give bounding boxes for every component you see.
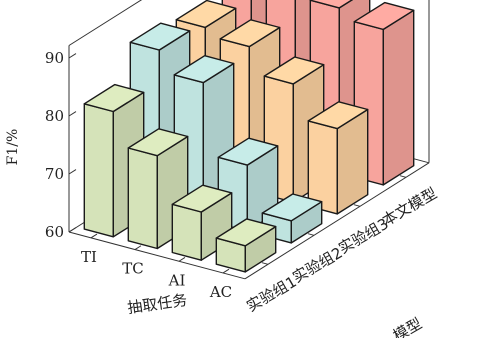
x-axis-ticks: TI TC AI AC bbox=[81, 233, 232, 301]
group-tick-mark bbox=[399, 175, 407, 178]
group-tick-mark bbox=[261, 262, 269, 265]
bar-top-face bbox=[309, 0, 354, 9]
group-tick-mark bbox=[307, 233, 315, 236]
group-tick-label: 本文模型 bbox=[379, 184, 440, 230]
bar-top-face bbox=[129, 22, 191, 51]
x-tick-label: TI bbox=[81, 248, 97, 266]
bar-top-face bbox=[261, 193, 323, 222]
y-axis-label: F1/% bbox=[5, 129, 21, 166]
bar-top-face bbox=[127, 128, 189, 157]
group-tick-label: 实验组1 bbox=[243, 273, 299, 316]
bar-front-face bbox=[171, 203, 203, 261]
y-tick-mark bbox=[68, 227, 77, 233]
bar-top-face bbox=[307, 101, 369, 130]
y-tick-mark bbox=[68, 169, 77, 175]
bar-top-face bbox=[215, 218, 277, 247]
y-tick-mark bbox=[68, 111, 77, 117]
group-axis-label: 模型 bbox=[390, 314, 425, 338]
bar-top-face bbox=[173, 55, 235, 84]
bar-top-face bbox=[263, 56, 325, 85]
y-axis-ticks: 60 70 80 90 bbox=[45, 49, 77, 241]
bar-top-face bbox=[217, 137, 279, 166]
x-axis-label: 抽取任务 bbox=[126, 291, 188, 317]
y-tick-label: 60 bbox=[45, 223, 64, 241]
bar-top-face bbox=[353, 1, 415, 31]
bar-front-face bbox=[127, 147, 159, 250]
bar-top-face bbox=[175, 0, 237, 29]
x-tick-mark bbox=[90, 233, 98, 239]
bar-top-face bbox=[219, 19, 281, 48]
bar bbox=[353, 1, 415, 186]
y-tick-mark bbox=[68, 53, 77, 59]
x-tick-label: AC bbox=[209, 283, 232, 301]
group-tick-mark bbox=[353, 204, 361, 207]
bar bbox=[215, 218, 277, 273]
bars bbox=[83, 0, 415, 273]
bar bbox=[171, 184, 233, 261]
x-tick-mark bbox=[178, 257, 186, 262]
bar-side-face bbox=[382, 9, 415, 186]
group-tick-label: 实验组2 bbox=[289, 244, 345, 287]
x-tick-mark bbox=[222, 268, 230, 274]
bar-top-face bbox=[171, 184, 233, 213]
bar-top-face bbox=[83, 83, 145, 113]
y-tick-label: 70 bbox=[45, 165, 64, 183]
bar-front-face bbox=[83, 103, 115, 238]
bar bbox=[307, 101, 369, 215]
axes-box-front bbox=[68, 162, 430, 280]
x-tick-mark bbox=[134, 245, 142, 250]
y-tick-label: 90 bbox=[45, 49, 64, 67]
y-tick-label: 80 bbox=[45, 107, 64, 125]
x-tick-label: TC bbox=[122, 260, 143, 278]
x-tick-label: AI bbox=[168, 271, 186, 289]
